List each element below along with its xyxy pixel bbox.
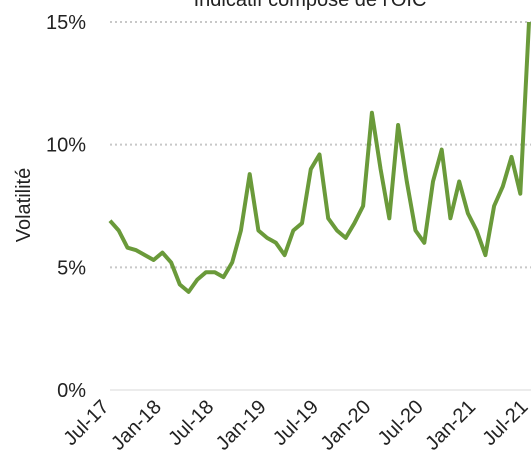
x-tick-label: Jul-19 [269, 396, 323, 450]
x-tick-label: Jan-20 [317, 396, 376, 455]
y-tick-label: 0% [57, 380, 86, 402]
y-tick-label: 15% [46, 12, 86, 34]
x-tick-label: Jul-20 [374, 396, 428, 450]
x-tick-label: Jan-21 [421, 396, 480, 455]
x-tick-label: Jan-18 [107, 396, 166, 455]
line-series [108, 21, 531, 294]
y-tick-label: 10% [46, 135, 86, 157]
y-axis-label: Volatilité [13, 168, 35, 243]
y-tick-label: 5% [57, 257, 86, 279]
x-tick-label: Jul-21 [478, 396, 531, 450]
x-tick-label: Jul-18 [164, 396, 218, 450]
chart-title: Indicatif composé de l'OIC [194, 0, 427, 11]
x-tick-label: Jul-17 [59, 396, 113, 450]
x-tick-label: Jan-19 [212, 396, 271, 455]
